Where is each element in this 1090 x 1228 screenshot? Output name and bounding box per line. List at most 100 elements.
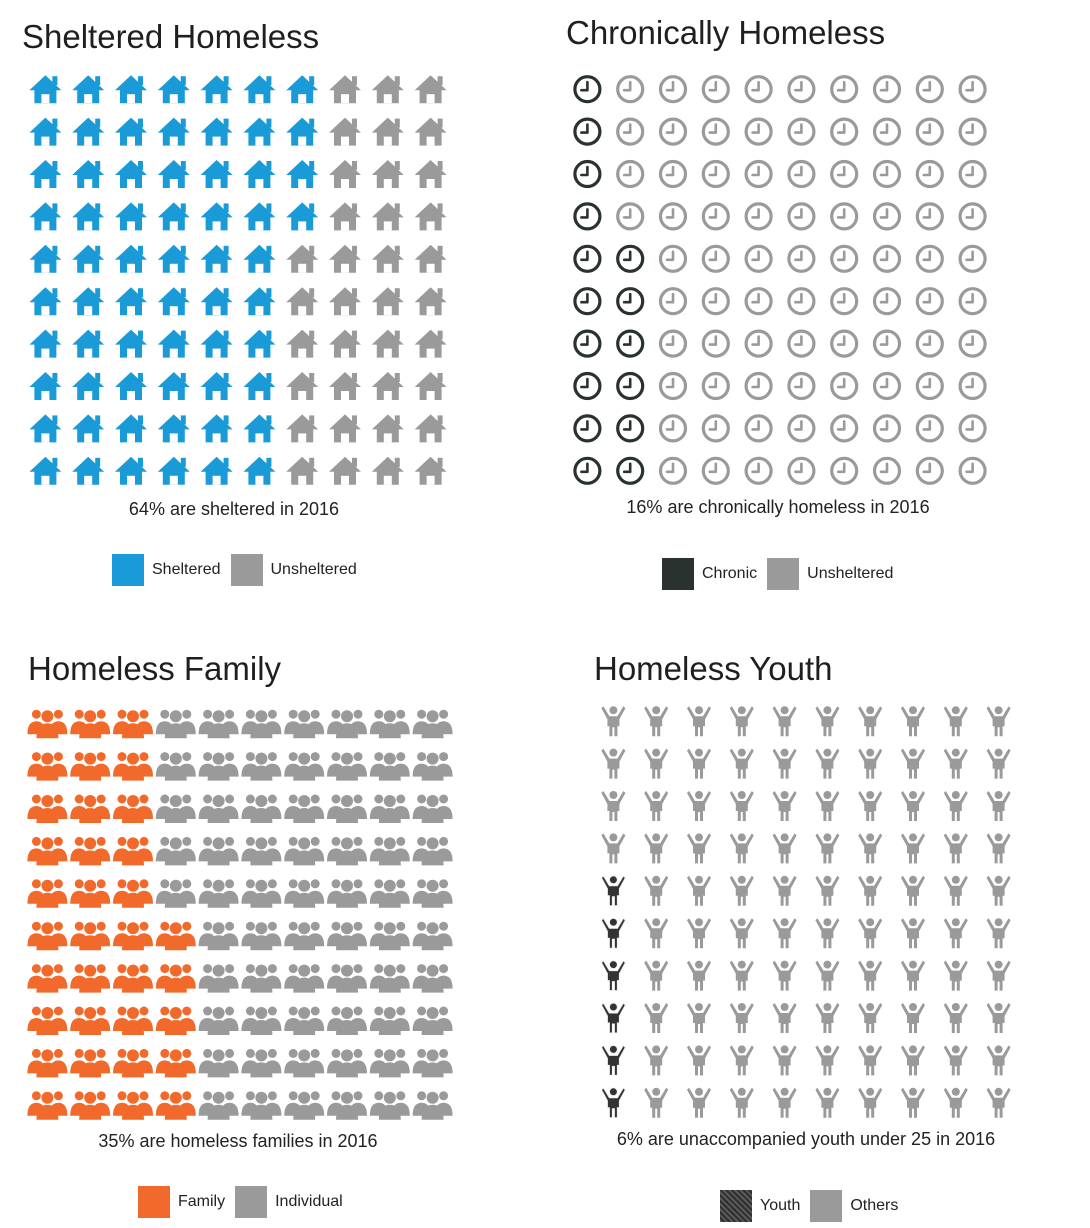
child-icon xyxy=(943,875,968,906)
child-icon xyxy=(901,918,925,949)
clock-icon xyxy=(573,244,602,273)
child-icon xyxy=(729,918,754,949)
family-icon xyxy=(198,1048,239,1078)
clock-icon xyxy=(872,159,902,189)
family-icon xyxy=(284,794,325,823)
child-icon xyxy=(729,960,754,991)
family-icon xyxy=(198,879,239,908)
house-icon xyxy=(414,160,447,188)
house-icon xyxy=(414,117,447,146)
house-icon xyxy=(115,329,147,358)
child-icon xyxy=(729,1003,754,1033)
house-icon xyxy=(414,202,447,231)
house-icon xyxy=(157,414,190,443)
clock-icon xyxy=(915,75,944,104)
clock-icon xyxy=(701,456,730,485)
child-icon xyxy=(644,875,669,906)
clock-icon xyxy=(701,371,730,401)
child-icon xyxy=(986,1087,1011,1118)
clock-icon xyxy=(573,202,602,231)
child-icon xyxy=(858,1003,883,1033)
clock-icon xyxy=(701,414,730,443)
house-icon xyxy=(286,456,319,485)
clock-icon xyxy=(658,244,688,273)
house-icon xyxy=(29,329,62,358)
family-icon xyxy=(113,794,153,823)
chronic-caption: 16% are chronically homeless in 2016 xyxy=(626,497,930,517)
clock-icon xyxy=(915,456,944,485)
family-icon xyxy=(198,794,239,823)
house-icon xyxy=(115,160,147,188)
family-icon xyxy=(70,1091,111,1120)
house-icon xyxy=(200,372,233,400)
family-icon xyxy=(113,836,153,866)
family-icon xyxy=(241,1006,282,1035)
house-icon xyxy=(72,372,105,400)
house-icon xyxy=(414,372,447,400)
family-icon xyxy=(327,794,367,823)
house-icon xyxy=(371,244,404,273)
clock-icon xyxy=(872,202,902,231)
house-icon xyxy=(115,456,147,485)
house-icon xyxy=(329,75,361,104)
clock-icon xyxy=(658,117,688,146)
child-icon xyxy=(687,875,711,906)
family-legend: Family Individual xyxy=(138,1186,353,1218)
house-icon xyxy=(243,202,276,231)
family-icon xyxy=(113,964,153,993)
child-icon xyxy=(943,1003,968,1033)
child-icon xyxy=(858,918,883,949)
child-icon xyxy=(729,706,754,737)
child-icon xyxy=(772,748,797,779)
clock-icon xyxy=(573,329,602,358)
family-icon xyxy=(113,879,153,908)
family-icon xyxy=(198,1006,239,1035)
legend-swatch-youth xyxy=(720,1190,752,1222)
clock-icon xyxy=(830,244,859,273)
child-icon xyxy=(600,959,627,992)
child-icon xyxy=(815,791,840,821)
clock-icon xyxy=(787,287,816,316)
family-icon xyxy=(241,794,282,823)
clock-icon xyxy=(744,287,773,316)
family-icon xyxy=(412,921,453,951)
clock-icon xyxy=(872,414,902,443)
child-icon xyxy=(644,748,669,779)
child-icon xyxy=(687,960,711,991)
clock-icon xyxy=(573,75,602,104)
child-icon xyxy=(772,1045,797,1076)
house-icon xyxy=(329,202,361,231)
family-icon xyxy=(327,1006,367,1035)
child-icon xyxy=(687,1045,711,1076)
house-icon xyxy=(200,244,233,273)
clock-icon xyxy=(658,456,688,485)
family-icon xyxy=(27,964,68,993)
child-icon xyxy=(943,748,968,779)
child-icon xyxy=(986,748,1011,779)
family-icon xyxy=(198,709,239,739)
child-icon xyxy=(943,1087,968,1118)
clock-icon xyxy=(573,117,602,146)
youth-waffle-grid xyxy=(600,706,1011,1119)
house-icon xyxy=(200,329,233,358)
house-icon xyxy=(115,244,147,273)
child-icon xyxy=(901,1045,925,1076)
child-icon xyxy=(901,833,925,864)
house-icon xyxy=(72,75,105,104)
family-icon xyxy=(284,836,325,866)
clock-icon xyxy=(830,202,859,231)
house-icon xyxy=(29,160,62,188)
house-icon xyxy=(115,117,147,146)
clock-icon xyxy=(744,159,773,189)
family-icon xyxy=(198,921,239,951)
child-icon xyxy=(901,1003,925,1033)
house-icon xyxy=(329,287,361,316)
family-icon xyxy=(412,752,453,781)
child-icon xyxy=(901,875,925,906)
family-icon xyxy=(70,836,111,866)
family-icon xyxy=(412,1048,453,1078)
clock-icon xyxy=(915,117,944,146)
house-icon xyxy=(329,414,361,443)
family-icon xyxy=(27,921,68,951)
clock-icon xyxy=(573,371,602,401)
